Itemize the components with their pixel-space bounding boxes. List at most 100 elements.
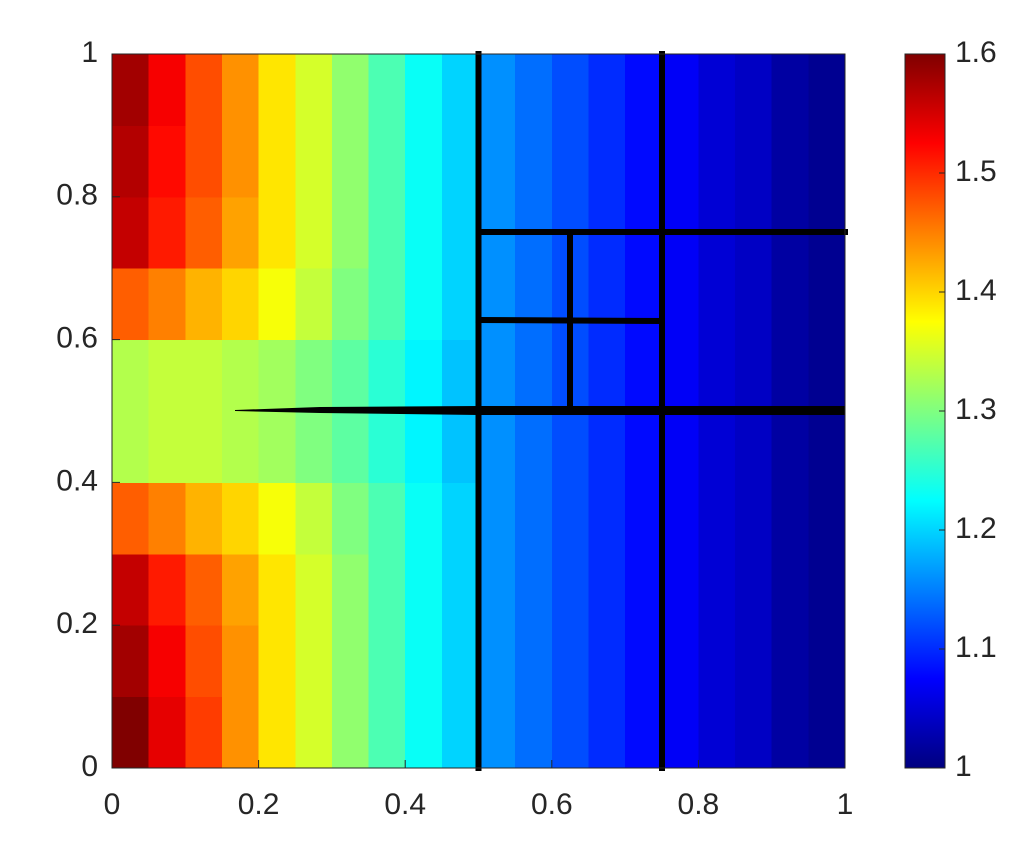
heatmap-cell [625,696,663,769]
heatmap-cell [625,54,663,126]
y-tick-label: 0.4 [56,464,98,497]
heatmap-cell [551,54,589,126]
heatmap-cell [661,339,699,412]
heatmap-cell [698,625,736,698]
x-tick-label: 1 [837,788,854,821]
heatmap-cell [441,54,479,126]
heatmap-cell [515,482,553,555]
heatmap-cell [112,339,150,412]
heatmap-cell [661,411,699,483]
heatmap-cell [258,196,296,269]
colorbar-tick-label: 1.1 [955,631,997,664]
mesh-line [235,406,845,415]
heatmap-cell [735,625,773,698]
heatmap-cell [331,54,370,126]
heatmap-cell [221,553,260,626]
heatmap-cell [295,625,333,698]
heatmap-cell [478,696,516,769]
heatmap-cell [551,482,589,555]
heatmap-cell [735,482,773,555]
heatmap-cell [478,553,516,626]
heatmap-cell [625,268,663,341]
heatmap-cell [588,54,626,126]
heatmap-cell [771,411,809,483]
heatmap-cell [661,696,699,769]
heatmap-cell [331,625,370,698]
heatmap-cell [295,339,333,412]
heatmap-cell [515,339,553,412]
heatmap-cell [295,411,333,483]
heatmap-cell [625,339,663,412]
heatmap-cell [331,196,370,269]
heatmap-cell [331,268,370,341]
x-tick-label: 0.2 [238,788,280,821]
heatmap-cell [148,411,186,483]
heatmap-cell [331,482,370,555]
heatmap-cell [808,268,846,341]
heatmap-cell [405,54,443,126]
heatmap-cell [258,482,296,555]
heatmap-cell [295,196,333,269]
heatmap-cell [221,54,260,126]
heatmap-cell [258,696,296,769]
heatmap-cell [588,553,626,626]
heatmap-cell [112,553,150,626]
heatmap-cell [551,553,589,626]
heatmap-cell [331,696,370,769]
heatmap-cell [808,482,846,555]
heatmap-cell [221,411,260,483]
heatmap-cell [735,339,773,412]
x-tick-label: 0.4 [384,788,426,821]
heatmap-cell [185,54,223,126]
heatmap-cell [515,553,553,626]
colorbar-tick-label: 1 [955,750,972,783]
x-tick-label: 0.8 [678,788,720,821]
heatmap-cell [112,268,150,341]
heatmap-cell [625,411,663,483]
heatmap-cell [405,553,443,626]
heatmap-cell [405,268,443,341]
heatmap-cell [625,553,663,626]
heatmap-cell [661,268,699,341]
colorbar-tick-label: 1.2 [955,512,997,545]
heatmap-cell [368,482,406,555]
heatmap-cell [771,625,809,698]
y-tick-label: 1 [81,36,98,69]
heatmap-cell [148,54,186,126]
heatmap-cell [661,625,699,698]
heatmap-cell [331,125,370,198]
heatmap-cell [368,339,406,412]
heatmap-cell [221,696,260,769]
heatmap-cell [771,696,809,769]
heatmap-cell [698,696,736,769]
heatmap [112,54,846,769]
heatmap-cell [258,625,296,698]
heatmap-cell [112,54,150,126]
heatmap-cell [698,54,736,126]
heatmap-cell [295,54,333,126]
x-tick-label: 0.6 [531,788,573,821]
heatmap-cell [698,339,736,412]
colorbar-tick-label: 1.4 [955,274,997,307]
heatmap-cell [625,125,663,198]
heatmap-cell [735,125,773,198]
heatmap-cell [478,54,516,126]
heatmap-cell [368,625,406,698]
y-tick-label: 0.8 [56,179,98,212]
y-tick-label: 0 [81,750,98,783]
heatmap-cell [808,411,846,483]
x-tick-label: 0 [104,788,121,821]
y-tick-label: 0.2 [56,607,98,640]
heatmap-cell [771,482,809,555]
heatmap-cell [185,125,223,198]
heatmap-cell [441,411,479,483]
heatmap-cell [441,125,479,198]
heatmap-cell [808,125,846,198]
heatmap-cell [735,268,773,341]
heatmap-cell [405,196,443,269]
colorbar-tick-label: 1.3 [955,393,997,426]
y-tick-label: 0.6 [56,322,98,355]
heatmap-cell [112,196,150,269]
heatmap-cell [258,268,296,341]
heatmap-cell [258,125,296,198]
